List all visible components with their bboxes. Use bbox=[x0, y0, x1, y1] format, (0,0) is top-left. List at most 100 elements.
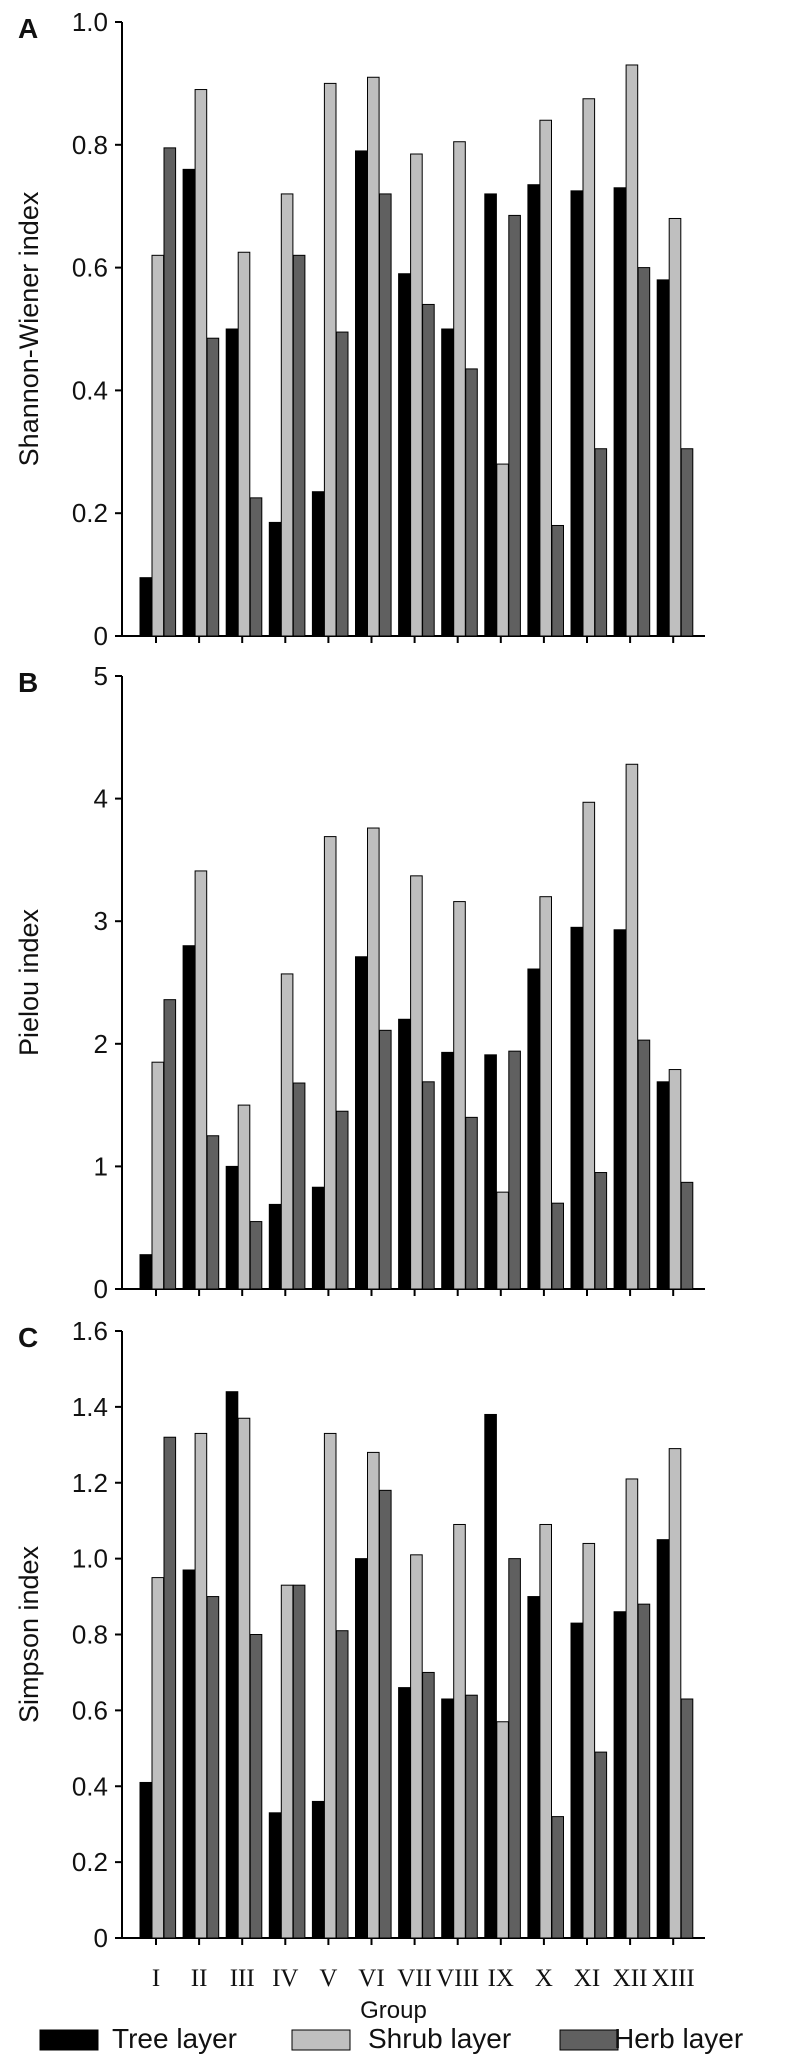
bar-tree-v bbox=[311, 1186, 325, 1290]
y-tick-label: 1 bbox=[94, 1151, 108, 1181]
bar-herb-vii bbox=[422, 1081, 435, 1290]
x-category-label: VI bbox=[358, 1965, 384, 1992]
bar-herb-i bbox=[163, 1436, 177, 1939]
bar-herb-xi bbox=[594, 1172, 608, 1290]
y-axis-title: Pielou index bbox=[14, 908, 44, 1056]
y-tick-label: 4 bbox=[94, 784, 108, 814]
x-category-label: VIII bbox=[436, 1965, 479, 1992]
bar-tree-iii bbox=[225, 1391, 239, 1939]
bar-tree-viii bbox=[441, 328, 454, 637]
bar-tree-iv bbox=[268, 1812, 282, 1939]
y-tick-label: 0 bbox=[94, 621, 108, 651]
y-tick-label: 0.6 bbox=[72, 253, 108, 283]
bar-shrub-iii bbox=[237, 251, 251, 637]
bar-shrub-ix bbox=[496, 1191, 509, 1290]
bar-shrub-viii bbox=[453, 1523, 466, 1939]
bar-tree-vii bbox=[398, 1018, 411, 1290]
bar-tree-vii bbox=[398, 273, 411, 637]
bar-tree-v bbox=[311, 491, 325, 637]
x-category-label: II bbox=[191, 1965, 208, 1992]
bar-shrub-x bbox=[539, 119, 553, 637]
y-tick-label: 0.2 bbox=[72, 498, 108, 528]
bar-herb-vi bbox=[379, 1029, 392, 1290]
bar-shrub-iii bbox=[237, 1417, 251, 1939]
bar-shrub-xiii bbox=[668, 1069, 682, 1290]
bar-shrub-ii bbox=[194, 870, 208, 1290]
bar-shrub-vi bbox=[367, 1451, 380, 1939]
bar-herb-xiii bbox=[680, 1181, 694, 1290]
bar-herb-viii bbox=[465, 1116, 478, 1290]
x-category-label: IX bbox=[488, 1965, 514, 1992]
bar-tree-xi bbox=[570, 190, 584, 637]
panel-a: A 0 0.2 0.4 0.6 0.8 1.0 Shannon-Wiener index bbox=[14, 7, 705, 651]
y-tick-label: 0.8 bbox=[72, 130, 108, 160]
x-category-label: XIII bbox=[652, 1965, 695, 1992]
y-tick-label: 1.4 bbox=[72, 1392, 108, 1422]
y-tick-label: 1.6 bbox=[72, 1316, 108, 1346]
bar-shrub-i bbox=[151, 1061, 165, 1290]
legend-swatch-shrub bbox=[291, 2029, 351, 2051]
bar-shrub-vi bbox=[367, 76, 380, 637]
bar-herb-xiii bbox=[680, 448, 694, 637]
bar-tree-ix bbox=[484, 193, 497, 637]
bar-herb-iv bbox=[292, 1082, 306, 1290]
bar-tree-xiii bbox=[656, 1081, 670, 1290]
x-category-label: V bbox=[319, 1965, 337, 1992]
bar-tree-x bbox=[527, 1596, 541, 1939]
bar-herb-xiii bbox=[680, 1698, 694, 1939]
y-axis-title: Simpson index bbox=[14, 1545, 44, 1723]
bar-shrub-iv bbox=[280, 193, 294, 637]
bar-tree-vi bbox=[355, 150, 368, 637]
bar-tree-xiii bbox=[656, 279, 670, 637]
bar-herb-xii bbox=[637, 267, 651, 637]
y-tick-label: 1.0 bbox=[72, 7, 108, 37]
bar-shrub-vii bbox=[410, 875, 423, 1290]
bar-tree-xii bbox=[613, 929, 627, 1290]
bar-tree-xiii bbox=[656, 1539, 670, 1939]
bar-tree-x bbox=[527, 968, 541, 1290]
bar-tree-iii bbox=[225, 328, 239, 637]
bar-tree-ix bbox=[484, 1054, 497, 1290]
bar-shrub-viii bbox=[453, 901, 466, 1290]
bar-tree-iv bbox=[268, 1203, 282, 1290]
bar-herb-i bbox=[163, 147, 177, 637]
bar-shrub-vi bbox=[367, 827, 380, 1290]
bar-tree-ii bbox=[182, 1569, 196, 1939]
bar-tree-xii bbox=[613, 187, 627, 637]
bar-tree-iv bbox=[268, 521, 282, 637]
bar-tree-vi bbox=[355, 956, 368, 1290]
bar-herb-ii bbox=[206, 1135, 220, 1290]
bar-shrub-viii bbox=[453, 141, 466, 637]
bar-herb-xi bbox=[594, 1751, 608, 1939]
y-tick-label: 0.6 bbox=[72, 1695, 108, 1725]
bar-herb-ix bbox=[508, 214, 521, 637]
bar-herb-x bbox=[551, 1816, 565, 1939]
panel-letter: C bbox=[18, 1322, 38, 1353]
bar-tree-viii bbox=[441, 1698, 454, 1939]
x-category-label: X bbox=[535, 1965, 553, 1992]
bar-shrub-iii bbox=[237, 1104, 251, 1290]
x-category-label: III bbox=[230, 1965, 255, 1992]
bar-herb-iv bbox=[292, 254, 306, 637]
bar-shrub-ii bbox=[194, 1432, 208, 1939]
y-axis-title: Shannon-Wiener index bbox=[14, 191, 44, 466]
bar-herb-x bbox=[551, 1202, 565, 1290]
bar-shrub-x bbox=[539, 896, 553, 1290]
bar-tree-vii bbox=[398, 1687, 411, 1939]
bar-tree-i bbox=[139, 1781, 153, 1939]
panel-letter: B bbox=[18, 667, 38, 698]
bar-shrub-i bbox=[151, 254, 165, 637]
bar-shrub-xiii bbox=[668, 1448, 682, 1939]
legend-label-herb: Herb layer bbox=[614, 2023, 743, 2054]
bar-shrub-xi bbox=[582, 98, 596, 637]
x-category-label: XII bbox=[613, 1965, 648, 1992]
y-tick-label: 0 bbox=[94, 1923, 108, 1953]
y-tick-label: 3 bbox=[94, 906, 108, 936]
bar-shrub-v bbox=[323, 836, 337, 1290]
bar-tree-iii bbox=[225, 1165, 239, 1290]
bar-tree-vi bbox=[355, 1558, 368, 1939]
bar-herb-ii bbox=[206, 1596, 220, 1939]
bar-herb-i bbox=[163, 999, 177, 1290]
bar-herb-vi bbox=[379, 1489, 392, 1939]
bar-shrub-iv bbox=[280, 973, 294, 1290]
